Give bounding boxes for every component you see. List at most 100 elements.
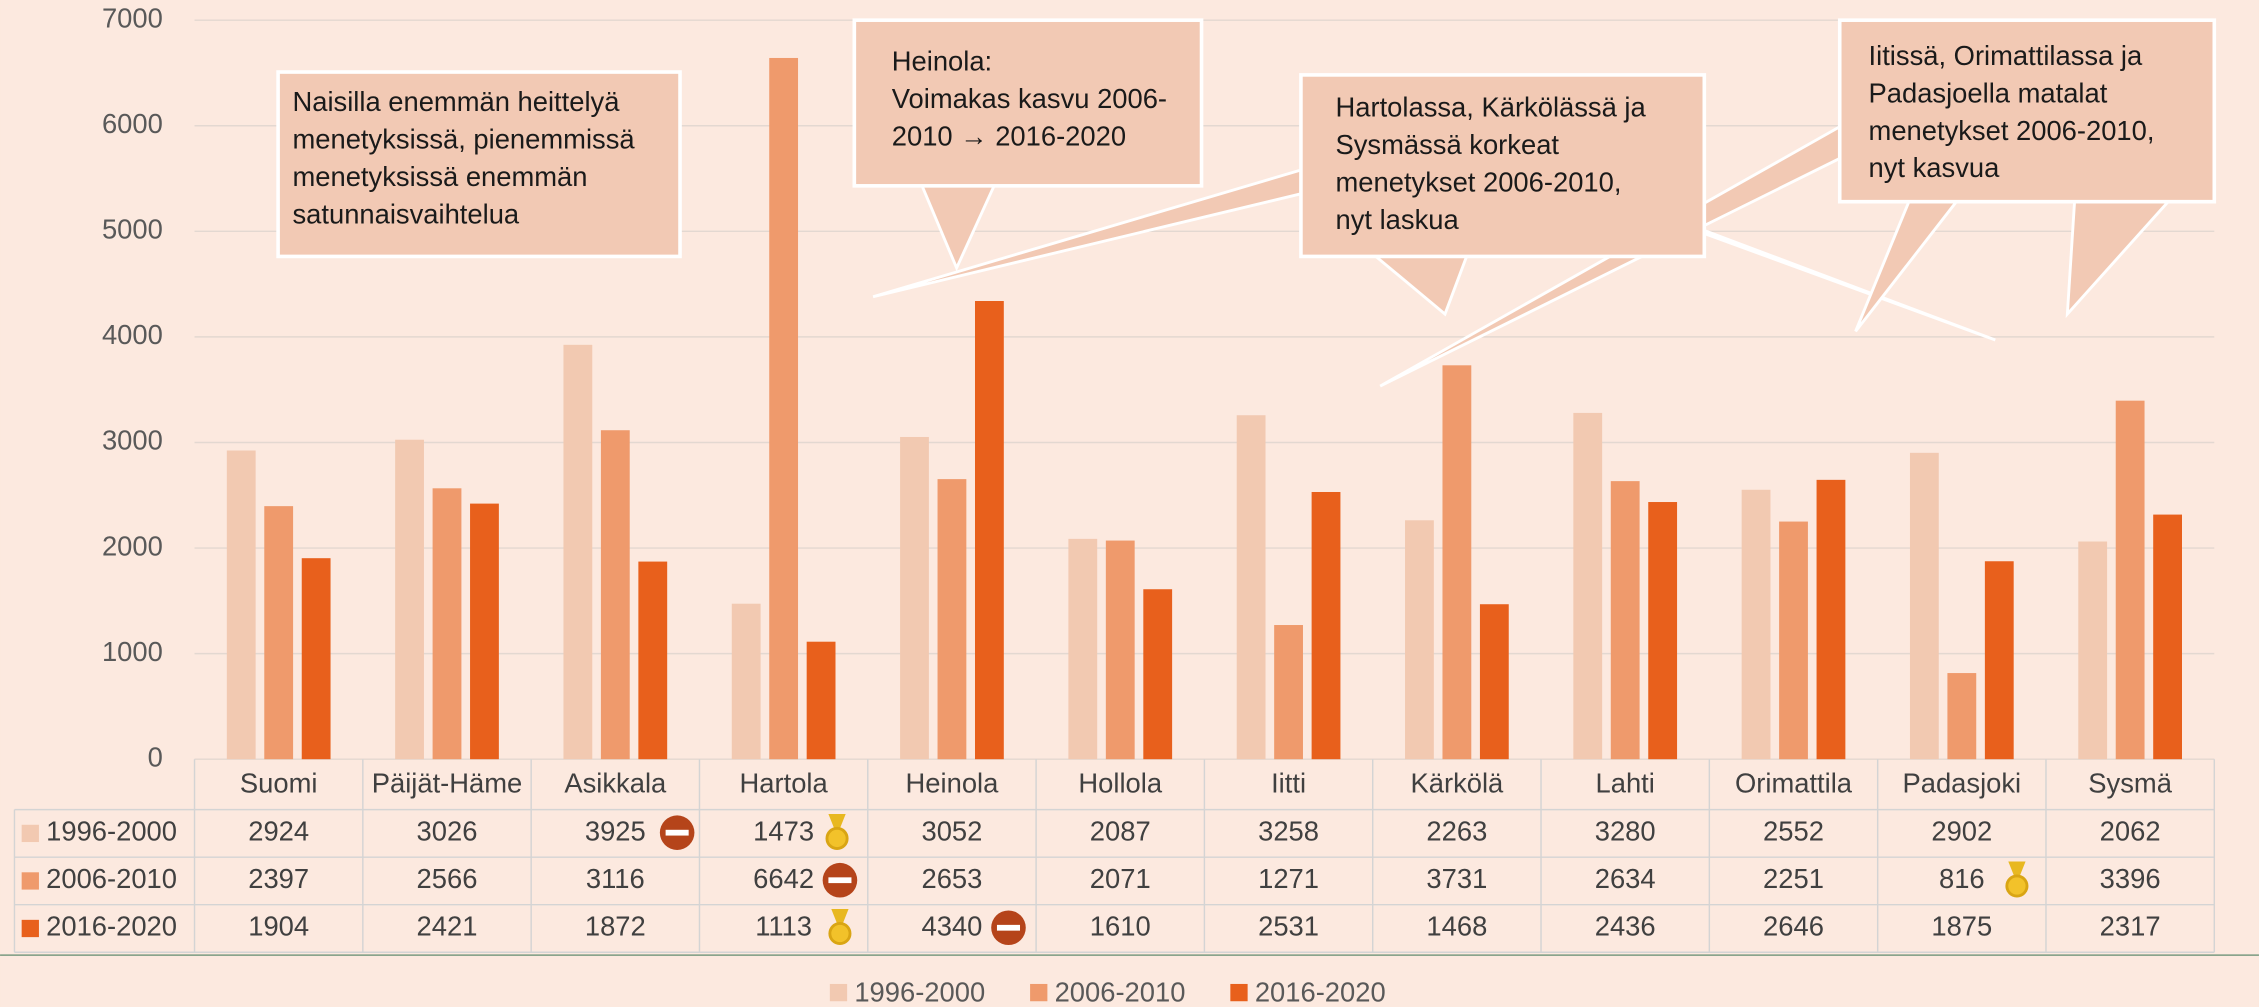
table-cell: 816 bbox=[1939, 863, 1985, 894]
icons bbox=[659, 813, 2029, 946]
bar bbox=[731, 603, 761, 760]
medal-icon bbox=[2005, 861, 2029, 898]
table-cell: 1904 bbox=[248, 911, 309, 942]
bar bbox=[1610, 481, 1640, 760]
minus-icon bbox=[822, 862, 858, 898]
y-tick-label: 5000 bbox=[102, 214, 163, 245]
bar bbox=[1816, 479, 1846, 760]
callout-box bbox=[1299, 73, 1707, 259]
table-cell: 1875 bbox=[1931, 911, 1992, 942]
bar bbox=[1947, 673, 1977, 760]
x-tick-label: Lahti bbox=[1596, 767, 1655, 798]
table-cell: 3925 bbox=[585, 816, 646, 847]
bar bbox=[1648, 502, 1678, 760]
table-cell: 3258 bbox=[1258, 816, 1319, 847]
table-cell: 2552 bbox=[1763, 816, 1824, 847]
x-tick-label: Asikkala bbox=[564, 767, 667, 798]
annotation-text: Sysmässä korkeat bbox=[1336, 129, 1560, 160]
y-tick-label: 4000 bbox=[102, 319, 163, 350]
legend-label: 2006-2010 bbox=[1055, 976, 1186, 1007]
x-tick-label: Iitti bbox=[1271, 767, 1306, 798]
bar bbox=[1405, 520, 1434, 760]
bar bbox=[1105, 540, 1135, 760]
annotation-text: menetykset 2006-2010, bbox=[1869, 115, 2155, 146]
table-cell: 3280 bbox=[1595, 816, 1656, 847]
table-cell: 3116 bbox=[586, 863, 645, 894]
annotation-text: menetyksissä, pienemmissä bbox=[292, 123, 635, 154]
row-label: 2016-2020 bbox=[46, 911, 177, 942]
table-cell: 2087 bbox=[1090, 816, 1151, 847]
table-cell: 1610 bbox=[1090, 911, 1151, 942]
table-cell: 2566 bbox=[417, 863, 478, 894]
table-cell: 2397 bbox=[248, 863, 309, 894]
bar bbox=[2153, 514, 2182, 760]
annotation-text: Padasjoella matalat bbox=[1869, 77, 2108, 108]
callout-box bbox=[276, 70, 682, 259]
bar bbox=[470, 503, 499, 760]
medal-icon bbox=[828, 909, 852, 946]
table-cell: 2263 bbox=[1426, 816, 1487, 847]
legend-swatch bbox=[1030, 983, 1048, 1002]
legend-swatch bbox=[1230, 983, 1248, 1002]
y-tick-label: 6000 bbox=[102, 108, 163, 139]
x-tick-label: Padasjoki bbox=[1903, 767, 2022, 798]
x-tick-label: Hollola bbox=[1078, 767, 1162, 798]
x-tick-label: Sysmä bbox=[2088, 767, 2172, 798]
table-cell: 1468 bbox=[1426, 911, 1487, 942]
annotation-text: satunnaisvaihtelua bbox=[292, 198, 519, 229]
bar bbox=[432, 488, 462, 760]
table-cell: 2251 bbox=[1763, 863, 1824, 894]
annotation-text: Voimakas kasvu 2006- bbox=[892, 83, 1167, 114]
bar bbox=[1479, 604, 1509, 760]
legend-swatch bbox=[829, 983, 848, 1002]
bar bbox=[1741, 489, 1771, 760]
table-cell: 2071 bbox=[1090, 863, 1151, 894]
annotation-text: nyt laskua bbox=[1336, 204, 1460, 235]
row-swatch bbox=[21, 872, 39, 890]
medal-icon bbox=[825, 813, 849, 850]
bar bbox=[1236, 415, 1266, 760]
table-cell: 2062 bbox=[2100, 816, 2161, 847]
x-tick-label: Kärkölä bbox=[1411, 767, 1505, 798]
bar bbox=[937, 479, 967, 760]
bar bbox=[974, 301, 1004, 760]
row-label: 1996-2000 bbox=[46, 816, 177, 847]
y-tick-label: 3000 bbox=[102, 425, 163, 456]
bar bbox=[301, 558, 331, 760]
annotation-text: Naisilla enemmän heittelyä bbox=[292, 86, 620, 117]
table-cell: 1473 bbox=[753, 816, 814, 847]
table-cell: 6642 bbox=[753, 863, 814, 894]
table-cell: 3731 bbox=[1426, 863, 1487, 894]
bar bbox=[1573, 412, 1603, 760]
table-cell: 1271 bbox=[1258, 863, 1319, 894]
bar bbox=[806, 641, 836, 760]
bar bbox=[226, 450, 256, 760]
table-cell: 2653 bbox=[922, 863, 983, 894]
y-tick-label: 2000 bbox=[102, 530, 163, 561]
bar bbox=[769, 57, 799, 760]
row-swatch bbox=[21, 919, 39, 938]
legend-label: 2016-2020 bbox=[1255, 976, 1386, 1007]
table-cell: 3026 bbox=[417, 816, 478, 847]
x-tick-label: Suomi bbox=[240, 767, 318, 798]
y-tick-label: 0 bbox=[148, 741, 163, 772]
bar bbox=[2115, 400, 2145, 760]
legend-label: 1996-2000 bbox=[854, 976, 985, 1007]
annotation-text: 2010 → 2016-2020 bbox=[892, 121, 1126, 152]
annotation-text: Hartolassa, Kärkölässä ja bbox=[1336, 92, 1647, 123]
x-tick-label: Päijät-Häme bbox=[372, 767, 523, 798]
bar bbox=[638, 561, 668, 760]
bar bbox=[1068, 538, 1098, 760]
bar bbox=[563, 344, 593, 760]
callout-box bbox=[1837, 18, 2217, 204]
table-cell: 2317 bbox=[2100, 911, 2161, 942]
x-tick-label: Heinola bbox=[906, 767, 1000, 798]
table-cell: 2902 bbox=[1931, 816, 1992, 847]
y-tick-label: 1000 bbox=[102, 636, 163, 667]
table-cell: 2421 bbox=[417, 911, 478, 942]
bar bbox=[1442, 365, 1472, 760]
bar bbox=[900, 436, 929, 760]
table-cell: 2924 bbox=[248, 816, 309, 847]
x-tick-label: Orimattila bbox=[1735, 767, 1853, 798]
